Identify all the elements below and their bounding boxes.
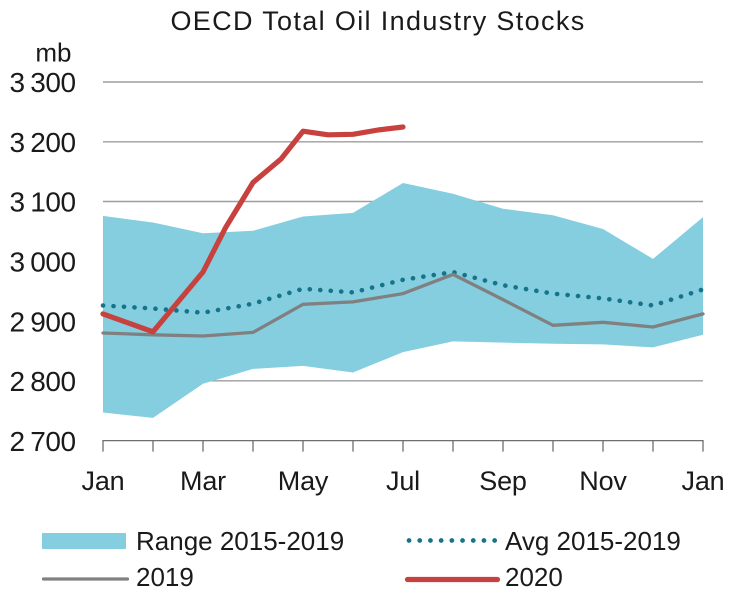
svg-text:Nov: Nov xyxy=(579,466,627,496)
svg-text:Jul: Jul xyxy=(386,466,420,496)
svg-text:Sep: Sep xyxy=(479,466,526,496)
svg-text:mb: mb xyxy=(35,38,71,68)
svg-text:Range 2015-2019: Range 2015-2019 xyxy=(136,526,344,556)
svg-text:May: May xyxy=(278,466,329,496)
svg-text:2019: 2019 xyxy=(136,562,194,592)
svg-text:Avg 2015-2019: Avg 2015-2019 xyxy=(505,526,681,556)
svg-text:OECD Total Oil Industry Stocks: OECD Total Oil Industry Stocks xyxy=(170,6,585,36)
svg-text:Mar: Mar xyxy=(180,466,226,496)
svg-text:2020: 2020 xyxy=(505,562,563,592)
svg-text:Jan: Jan xyxy=(82,466,125,496)
svg-text:Jan: Jan xyxy=(682,466,725,496)
